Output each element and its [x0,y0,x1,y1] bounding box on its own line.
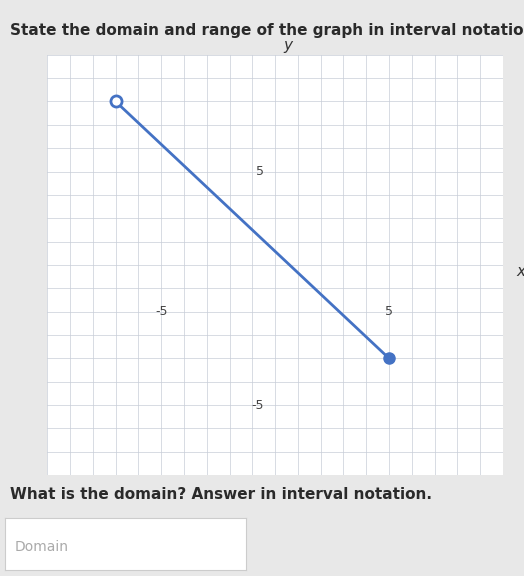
Text: -5: -5 [251,399,264,412]
Text: -5: -5 [155,305,167,318]
Text: y: y [283,38,292,53]
Text: State the domain and range of the graph in interval notation.: State the domain and range of the graph … [10,23,524,39]
Text: 5: 5 [256,165,264,178]
Text: x: x [517,264,524,279]
Text: Domain: Domain [15,540,69,554]
Text: What is the domain? Answer in interval notation.: What is the domain? Answer in interval n… [10,487,432,502]
Text: 5: 5 [385,305,393,318]
